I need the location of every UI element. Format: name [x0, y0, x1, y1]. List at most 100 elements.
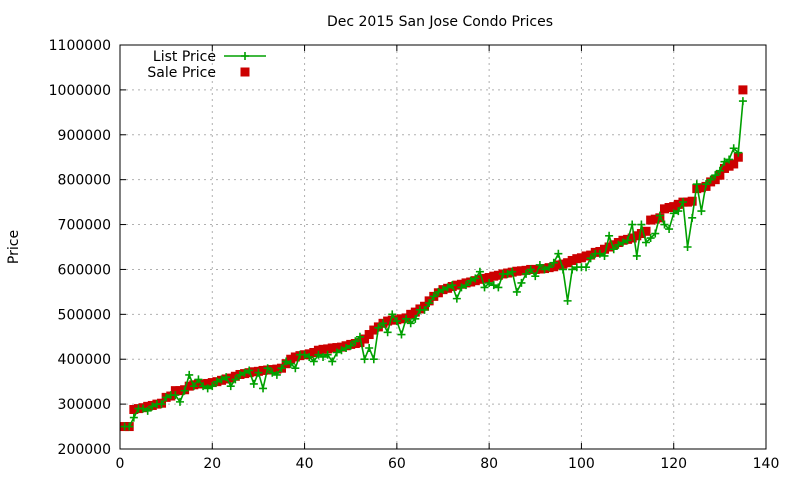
sale-price-point [641, 226, 651, 236]
sale-price-point [323, 344, 333, 354]
list-price-point [231, 375, 240, 384]
series-sale-price [120, 85, 748, 432]
list-price-point [129, 413, 138, 422]
list-price-point [157, 400, 166, 409]
list-price-point [475, 267, 484, 276]
list-price-point [434, 287, 443, 296]
chart-title: Dec 2015 San Jose Condo Prices [327, 14, 553, 30]
sale-price-point [475, 274, 485, 284]
list-price-point [180, 386, 189, 395]
sale-price-point [484, 273, 494, 283]
axis-ticks: 0 20 40 60 80 100 120 140 200000 300000 400000 5000… [49, 38, 780, 472]
list-price-point [549, 258, 558, 267]
list-price-point [282, 357, 291, 366]
list-price-point [512, 287, 521, 296]
list-price-point [614, 240, 623, 249]
list-price-point [683, 243, 692, 251]
list-price-point [291, 364, 300, 373]
list-price-point [171, 391, 180, 400]
list-price-point [660, 220, 669, 229]
list-price-point [342, 344, 351, 352]
list-price-point [245, 366, 254, 375]
x-tick-label: 0 [116, 456, 125, 472]
y-tick-label: 800000 [58, 173, 111, 189]
list-price-point [706, 175, 715, 184]
list-price-point [268, 368, 277, 377]
list-price-point [522, 269, 531, 278]
list-price-point [254, 368, 263, 377]
sale-price-point [650, 214, 660, 224]
list-price-point [452, 294, 461, 303]
sale-price-point [383, 316, 393, 326]
y-tick-label: 1100000 [49, 38, 111, 54]
list-price-point [392, 317, 401, 326]
list-price-point [563, 296, 572, 305]
series-list-price [120, 97, 747, 431]
sale-price-point [193, 379, 203, 389]
list-price-point [439, 285, 447, 294]
list-price-point [388, 310, 397, 319]
sale-price-point [360, 334, 370, 344]
sale-price-point [327, 343, 337, 353]
legend-label-list-price: List Price [153, 49, 216, 65]
sale-price-point [535, 264, 545, 274]
list-price-point [494, 283, 503, 292]
list-price-point [402, 314, 411, 323]
sale-price-point [258, 365, 268, 375]
list-price-point [286, 359, 295, 368]
sale-price-point [309, 347, 319, 357]
list-price-point [235, 370, 244, 379]
sale-price-point [129, 404, 139, 414]
list-price-point [692, 180, 701, 189]
list-price-point [628, 220, 637, 229]
list-price-point [443, 283, 452, 292]
list-price-point [637, 220, 646, 229]
sale-price-point [406, 309, 416, 319]
list-price-point [374, 323, 383, 332]
list-price-point [328, 357, 337, 366]
list-price-point [148, 402, 157, 411]
list-price-point [558, 265, 567, 274]
series-layer [120, 85, 748, 432]
sale-price-point [696, 183, 706, 193]
list-price-point [729, 144, 738, 153]
list-price-point [272, 370, 281, 379]
sale-price-point [673, 199, 683, 209]
sale-price-point [719, 163, 729, 173]
sale-price-point [318, 344, 328, 354]
list-price-point [332, 348, 341, 357]
list-price-point [277, 364, 286, 373]
sale-price-point [627, 233, 637, 243]
list-price-point [199, 382, 208, 391]
sale-price-point [355, 338, 365, 348]
list-price-point [600, 251, 609, 260]
list-price-point [508, 267, 517, 276]
list-price-point [346, 341, 355, 350]
list-price-point [175, 397, 184, 406]
list-price-point [485, 278, 494, 287]
list-price-point [618, 238, 627, 247]
sale-price-point [710, 175, 720, 185]
sale-price-point [396, 314, 406, 324]
sale-price-point [604, 242, 614, 252]
sale-price-point [567, 255, 577, 265]
list-price-point [240, 368, 249, 377]
y-tick-label: 500000 [58, 307, 111, 323]
list-price-point [669, 209, 678, 218]
y-tick-label: 1000000 [49, 83, 111, 99]
sale-price-point [729, 159, 739, 169]
list-price-point [734, 148, 743, 157]
list-price-point [503, 269, 512, 278]
list-price-point [554, 249, 563, 258]
list-price-point [697, 207, 706, 216]
sale-price-point [636, 229, 646, 239]
list-price-point [429, 292, 438, 301]
list-price-point [457, 283, 466, 292]
sale-price-point [493, 270, 503, 280]
list-price-point [674, 207, 683, 216]
sale-price-point [632, 231, 642, 241]
list-price-point [365, 344, 374, 352]
list-price-point [360, 355, 369, 364]
sale-price-point [226, 373, 236, 383]
